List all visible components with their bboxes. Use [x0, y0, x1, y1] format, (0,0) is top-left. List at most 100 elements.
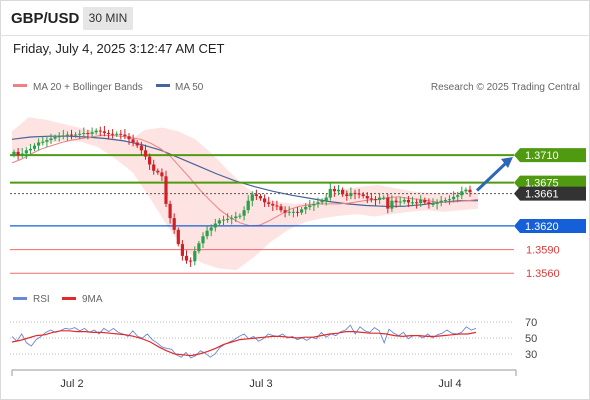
- ma50-legend-swatch: [156, 84, 170, 87]
- candle-body: [213, 223, 217, 228]
- level-label-1.3590: 1.3590: [526, 245, 560, 257]
- candle-body: [20, 153, 24, 156]
- candle-body: [65, 134, 69, 136]
- candle-body: [172, 218, 176, 230]
- candle-body: [148, 156, 152, 165]
- rsi-tick-70: 70: [525, 317, 537, 329]
- level-tag-1.3710: [514, 148, 586, 163]
- candles: [12, 125, 472, 267]
- candle-body: [365, 196, 369, 199]
- candle-body: [312, 203, 316, 206]
- candle-body: [464, 189, 468, 192]
- rsi-tick-30: 30: [525, 349, 537, 361]
- level-tag-1.3661: [514, 186, 586, 201]
- forecast-arrow: [475, 157, 513, 192]
- candle-body: [263, 198, 267, 203]
- candle-body: [86, 133, 90, 134]
- candle-body: [328, 188, 332, 198]
- candle-body: [468, 189, 472, 193]
- candle-body: [127, 136, 131, 140]
- candle-body: [230, 218, 234, 220]
- candle-body: [69, 134, 74, 136]
- candle-body: [115, 133, 119, 135]
- ma20-legend-label: MA 20 + Bollinger Bands: [33, 82, 143, 93]
- candle-body: [361, 194, 365, 196]
- candle-body: [353, 192, 357, 194]
- time-axis: Jul 2 Jul 3 Jul 4: [11, 369, 517, 390]
- rsi-ma-legend-swatch: [62, 297, 76, 300]
- candle-body: [287, 211, 291, 213]
- time-tick-label: Jul 4: [438, 378, 461, 390]
- candle-body: [431, 203, 435, 205]
- candle-body: [152, 164, 156, 171]
- candle-body: [345, 194, 349, 196]
- candle-body: [435, 202, 439, 204]
- candle-body: [53, 137, 57, 139]
- candle-body: [57, 136, 61, 138]
- candle-body: [267, 202, 271, 204]
- bollinger-bands: [12, 117, 478, 270]
- candle-body: [402, 200, 406, 202]
- timeframe-button[interactable]: 30 MIN: [83, 7, 133, 30]
- candle-body: [398, 201, 402, 203]
- level-label-1.3620: 1.3620: [525, 221, 559, 233]
- candle-body: [390, 200, 394, 209]
- pair-title: GBP/USD: [11, 10, 80, 27]
- candle-body: [209, 227, 213, 231]
- candle-body: [32, 145, 37, 149]
- candle-body: [447, 199, 452, 201]
- candle-body: [180, 244, 184, 256]
- candle-body: [28, 148, 32, 151]
- candle-body: [378, 197, 382, 200]
- candle-body: [427, 202, 431, 204]
- rsi-legend-label: RSI: [33, 294, 50, 305]
- candle-body: [382, 197, 386, 199]
- rsi-tick-50: 50: [525, 333, 537, 345]
- candle-body: [119, 133, 123, 135]
- candle-body: [423, 200, 427, 203]
- time-tick-label: Jul 2: [60, 378, 83, 390]
- rsi-line: [11, 324, 477, 359]
- candle-body: [341, 189, 345, 195]
- candle-body: [238, 215, 242, 217]
- time-tick-label: Jul 3: [249, 378, 272, 390]
- candle-body: [164, 176, 168, 204]
- candle-body: [234, 216, 238, 219]
- candle-body: [143, 150, 148, 157]
- candle-body: [111, 133, 115, 135]
- bollinger-band-area: [12, 117, 478, 270]
- candle-body: [106, 133, 111, 134]
- candle-body: [357, 193, 361, 195]
- forecast-arrow-shaft: [475, 161, 508, 192]
- candle-body: [419, 200, 423, 204]
- candle-body: [226, 218, 230, 220]
- candle-body: [24, 150, 28, 154]
- candle-body: [131, 139, 135, 143]
- ma20-legend-swatch: [13, 84, 27, 87]
- candle-body: [258, 196, 263, 199]
- candle-body: [37, 142, 41, 146]
- level-tag-1.3675: [514, 175, 586, 190]
- chart-header: GBP/USD 30 MIN: [0, 0, 590, 36]
- candle-body: [41, 141, 45, 143]
- candle-body: [300, 209, 304, 213]
- candle-body: [12, 151, 16, 155]
- candle-body: [201, 236, 205, 244]
- candle-body: [246, 200, 250, 211]
- candle-body: [452, 196, 456, 200]
- candle-body: [406, 200, 410, 203]
- candle-body: [320, 200, 324, 203]
- candle-body: [369, 198, 373, 200]
- candle-body: [90, 132, 94, 134]
- candle-body: [123, 134, 127, 137]
- chart-datetime: Friday, July 4, 2025 3:12:47 AM CET: [13, 41, 225, 56]
- candle-body: [460, 191, 464, 196]
- ma50-legend-label: MA 50: [175, 82, 204, 93]
- candle-body: [168, 203, 172, 219]
- candle-body: [217, 220, 221, 224]
- forecast-arrow-head: [501, 157, 513, 168]
- level-label-1.3675: 1.3675: [525, 178, 559, 190]
- candle-body: [304, 207, 308, 210]
